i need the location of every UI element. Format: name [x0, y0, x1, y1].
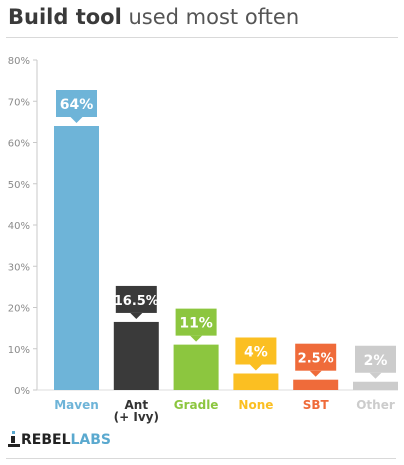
x-tick-label-line: Ant	[125, 398, 149, 412]
value-callout	[115, 285, 157, 313]
bar	[293, 379, 339, 390]
y-tick-label: 0%	[14, 386, 30, 397]
x-tick-label-line: SBT	[303, 398, 330, 412]
rebellabs-logo: REBELLABS	[8, 431, 111, 448]
value-callout	[235, 337, 277, 365]
y-tick-label: 30%	[8, 262, 30, 273]
bar-chart: 0% 10% 20% 30% 40% 50% 60% 70% 80% 64% Maven 16.5% A…	[8, 56, 398, 424]
x-tick-label-line: (+ Ivy)	[114, 410, 159, 424]
x-tick-label: Gradle	[174, 398, 219, 412]
y-tick-label: 70%	[8, 97, 30, 108]
x-tick-label-line: Other	[356, 398, 395, 412]
value-callout-pointer	[190, 335, 203, 342]
data-label: 2%	[364, 353, 388, 369]
chart-title-bold: Build tool	[8, 5, 122, 29]
value-callout-pointer	[70, 117, 83, 123]
y-tick-label: 10%	[8, 345, 30, 356]
data-label: 2.5%	[298, 352, 334, 367]
value-callout	[175, 308, 217, 336]
value-callout	[355, 345, 396, 373]
x-tick-label-line: Maven	[54, 398, 99, 412]
logo-text-rebel: REBEL	[21, 432, 71, 448]
bar	[173, 344, 219, 390]
x-tick-label: Maven	[54, 398, 99, 412]
y-tick-label: 50%	[8, 180, 30, 191]
data-label: 4%	[244, 345, 268, 361]
rebellabs-logo-icon	[8, 431, 20, 447]
value-callout	[295, 343, 337, 371]
value-callout-pointer	[309, 370, 322, 377]
x-tick-label-line: None	[238, 398, 273, 412]
value-callout-pointer	[130, 312, 143, 319]
y-tick-label: 60%	[8, 139, 30, 150]
title-divider	[6, 37, 398, 38]
data-label: 16.5%	[114, 294, 159, 309]
value-callout	[56, 90, 97, 117]
data-label: 11%	[179, 316, 213, 332]
x-tick-label: Ant (+ Ivy)	[114, 398, 159, 424]
x-tick-label: SBT	[303, 398, 330, 412]
x-tick-label-line: Gradle	[174, 398, 219, 412]
x-tick-label: None	[238, 398, 273, 412]
bar	[54, 126, 99, 390]
value-callout-pointer	[249, 364, 262, 371]
x-tick-label: Other	[356, 398, 395, 412]
bar	[353, 381, 398, 390]
data-label: 64%	[60, 97, 94, 113]
y-tick-label: 80%	[8, 56, 30, 67]
value-callout-pointer	[369, 372, 382, 379]
logo-text-labs: LABS	[70, 432, 112, 448]
chart-title-rest: used most often	[128, 5, 300, 29]
y-tick-label: 20%	[8, 304, 30, 315]
bar	[113, 321, 159, 390]
chart-title: Build tool used most often	[8, 2, 299, 32]
bar	[233, 373, 279, 390]
footer-divider	[6, 458, 396, 459]
y-tick-label: 40%	[8, 221, 30, 232]
